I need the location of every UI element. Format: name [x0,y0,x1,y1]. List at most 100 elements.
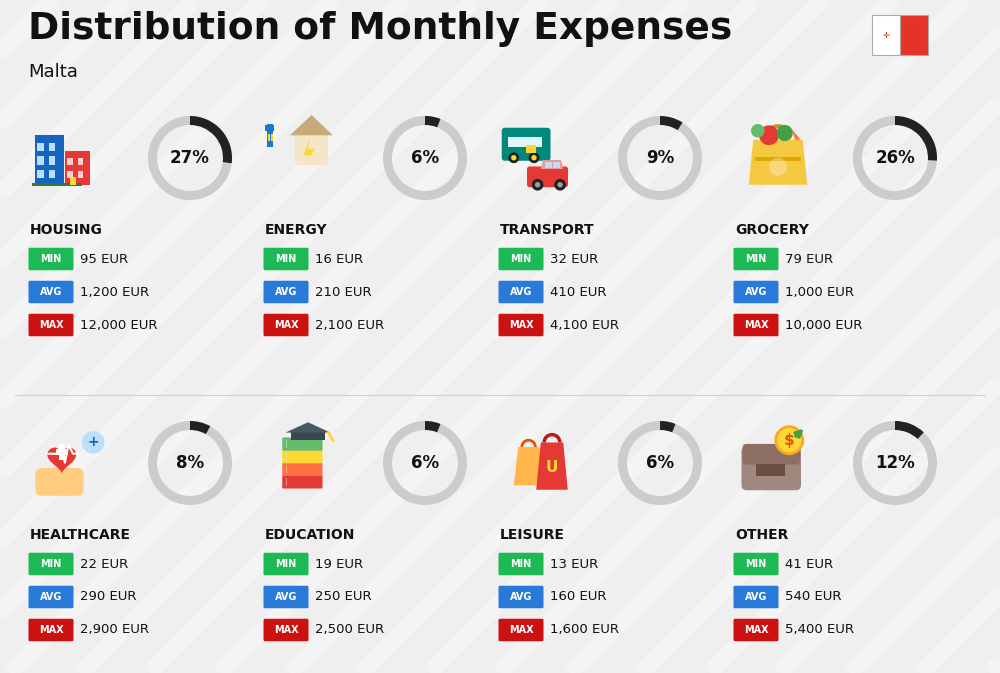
Bar [37,143,44,151]
FancyBboxPatch shape [499,248,544,271]
Text: 1,200 EUR: 1,200 EUR [80,285,149,299]
Text: 8%: 8% [176,454,204,472]
Wedge shape [190,116,232,164]
Circle shape [776,427,803,454]
Circle shape [777,125,793,141]
Polygon shape [304,137,315,164]
Text: MAX: MAX [744,320,768,330]
Wedge shape [853,421,937,505]
Text: MIN: MIN [275,254,297,264]
Text: 410 EUR: 410 EUR [550,285,606,299]
FancyBboxPatch shape [264,314,308,336]
Text: 160 EUR: 160 EUR [550,590,606,604]
Bar [286,478,287,486]
FancyBboxPatch shape [264,281,308,304]
Text: 27%: 27% [170,149,210,167]
Wedge shape [660,421,675,432]
Text: 12,000 EUR: 12,000 EUR [80,318,158,332]
Circle shape [759,125,779,145]
Circle shape [554,179,566,190]
Bar [67,171,73,178]
Text: 32 EUR: 32 EUR [550,252,598,266]
Bar [70,176,76,185]
Bar [268,135,270,141]
Circle shape [557,182,563,188]
Polygon shape [286,422,330,433]
Text: Malta: Malta [28,63,78,81]
Text: MIN: MIN [510,559,532,569]
FancyBboxPatch shape [499,281,544,304]
Bar [37,170,44,178]
Text: 210 EUR: 210 EUR [315,285,372,299]
FancyBboxPatch shape [734,314,779,336]
Wedge shape [148,116,232,200]
Text: HOUSING: HOUSING [30,223,103,237]
Bar [900,15,928,55]
Text: MIN: MIN [745,559,767,569]
Text: ✛: ✛ [883,30,890,40]
Text: 13 EUR: 13 EUR [550,557,598,571]
Text: MIN: MIN [510,254,532,264]
Circle shape [751,124,765,137]
FancyBboxPatch shape [734,586,779,608]
Bar [49,143,55,151]
Bar [37,156,44,164]
Bar [286,453,287,460]
Bar [286,466,287,473]
Text: AVG: AVG [745,592,767,602]
Text: 16 EUR: 16 EUR [315,252,363,266]
FancyBboxPatch shape [743,444,800,464]
Text: AVG: AVG [510,592,532,602]
Text: 6%: 6% [646,454,674,472]
Circle shape [535,182,540,188]
Wedge shape [190,421,210,434]
Text: 26%: 26% [875,149,915,167]
FancyBboxPatch shape [282,475,322,489]
Circle shape [508,152,519,163]
Text: 540 EUR: 540 EUR [785,590,842,604]
Text: $: $ [784,433,795,448]
Text: MIN: MIN [40,254,62,264]
Text: +: + [87,435,99,450]
Text: 12%: 12% [875,454,915,472]
FancyBboxPatch shape [527,166,568,187]
Polygon shape [47,448,76,474]
FancyBboxPatch shape [734,618,779,641]
Wedge shape [853,116,937,200]
Bar [521,137,530,147]
Text: 6%: 6% [411,454,439,472]
Text: 5,400 EUR: 5,400 EUR [785,623,854,637]
Text: MAX: MAX [274,625,298,635]
Bar [291,432,325,440]
FancyBboxPatch shape [29,618,74,641]
Text: HEALTHCARE: HEALTHCARE [30,528,131,542]
Bar [756,464,785,476]
FancyBboxPatch shape [282,462,322,476]
Text: U: U [546,460,558,474]
Text: 79 EUR: 79 EUR [785,252,833,266]
FancyBboxPatch shape [499,618,544,641]
Bar [265,125,274,131]
Text: MIN: MIN [745,254,767,264]
Text: 1,000 EUR: 1,000 EUR [785,285,854,299]
Text: 22 EUR: 22 EUR [80,557,128,571]
Wedge shape [148,421,232,505]
FancyBboxPatch shape [29,281,74,304]
Text: EDUCATION: EDUCATION [265,528,355,542]
Bar [32,183,82,186]
Text: 2,100 EUR: 2,100 EUR [315,318,384,332]
Text: MIN: MIN [275,559,297,569]
FancyBboxPatch shape [282,437,322,451]
Bar [508,137,535,147]
Text: AVG: AVG [275,592,297,602]
FancyBboxPatch shape [499,553,544,575]
Text: 2,500 EUR: 2,500 EUR [315,623,384,637]
Text: TRANSPORT: TRANSPORT [500,223,595,237]
Bar [286,440,287,448]
FancyBboxPatch shape [734,248,779,271]
Bar [755,157,801,161]
Text: 2,900 EUR: 2,900 EUR [80,623,149,637]
Bar [49,170,55,178]
Text: MAX: MAX [39,320,63,330]
FancyBboxPatch shape [29,314,74,336]
